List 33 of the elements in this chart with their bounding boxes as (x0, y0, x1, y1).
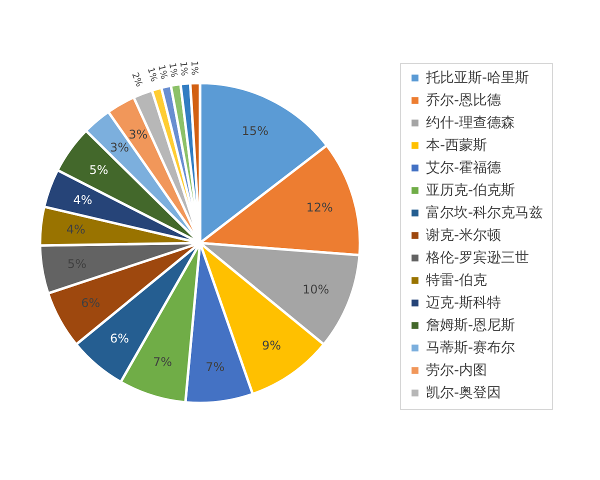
data-label: 3% (128, 128, 148, 142)
legend-label: 乔尔-恩比德 (426, 92, 502, 108)
data-label: 7% (206, 360, 225, 374)
legend-label: 马蒂斯-赛布尔 (426, 340, 516, 356)
data-label: 1% (144, 66, 158, 84)
legend-label: 艾尔-霍福德 (426, 160, 502, 176)
legend-label: 富尔坎-科尔克马兹 (426, 205, 544, 221)
data-label: 1% (166, 62, 179, 78)
data-label: 9% (262, 338, 282, 352)
data-label: 1% (177, 61, 189, 77)
legend-label: 詹姆斯-恩尼斯 (426, 318, 516, 334)
legend-label: 托比亚斯-哈里斯 (425, 70, 530, 86)
data-label: 6% (81, 296, 100, 310)
legend-label: 劳尔-内图 (426, 362, 488, 378)
legend-label: 约什-理查德森 (426, 115, 516, 131)
data-label: 6% (110, 331, 129, 346)
legend-label: 凯尔-奥登因 (426, 385, 502, 401)
legend-label: 谢克-米尔顿 (426, 228, 502, 244)
data-label: 10% (302, 282, 330, 296)
data-label: 4% (66, 222, 86, 237)
data-label: 1% (188, 60, 199, 76)
legend-label: 格伦-罗宾逊三世 (425, 250, 530, 266)
data-label: 5% (89, 162, 108, 177)
data-label: 4% (73, 193, 92, 208)
legend-label: 亚历克-伯克斯 (426, 182, 516, 198)
data-label: 7% (153, 355, 172, 370)
data-label: 12% (306, 200, 333, 214)
legend-label: 本-西蒙斯 (426, 138, 488, 154)
legend-label: 迈克-斯科特 (426, 295, 502, 311)
data-label: 15% (242, 124, 268, 138)
data-label: 2% (129, 71, 144, 89)
data-label: 3% (110, 140, 129, 155)
legend-label: 特雷-伯克 (426, 272, 488, 288)
